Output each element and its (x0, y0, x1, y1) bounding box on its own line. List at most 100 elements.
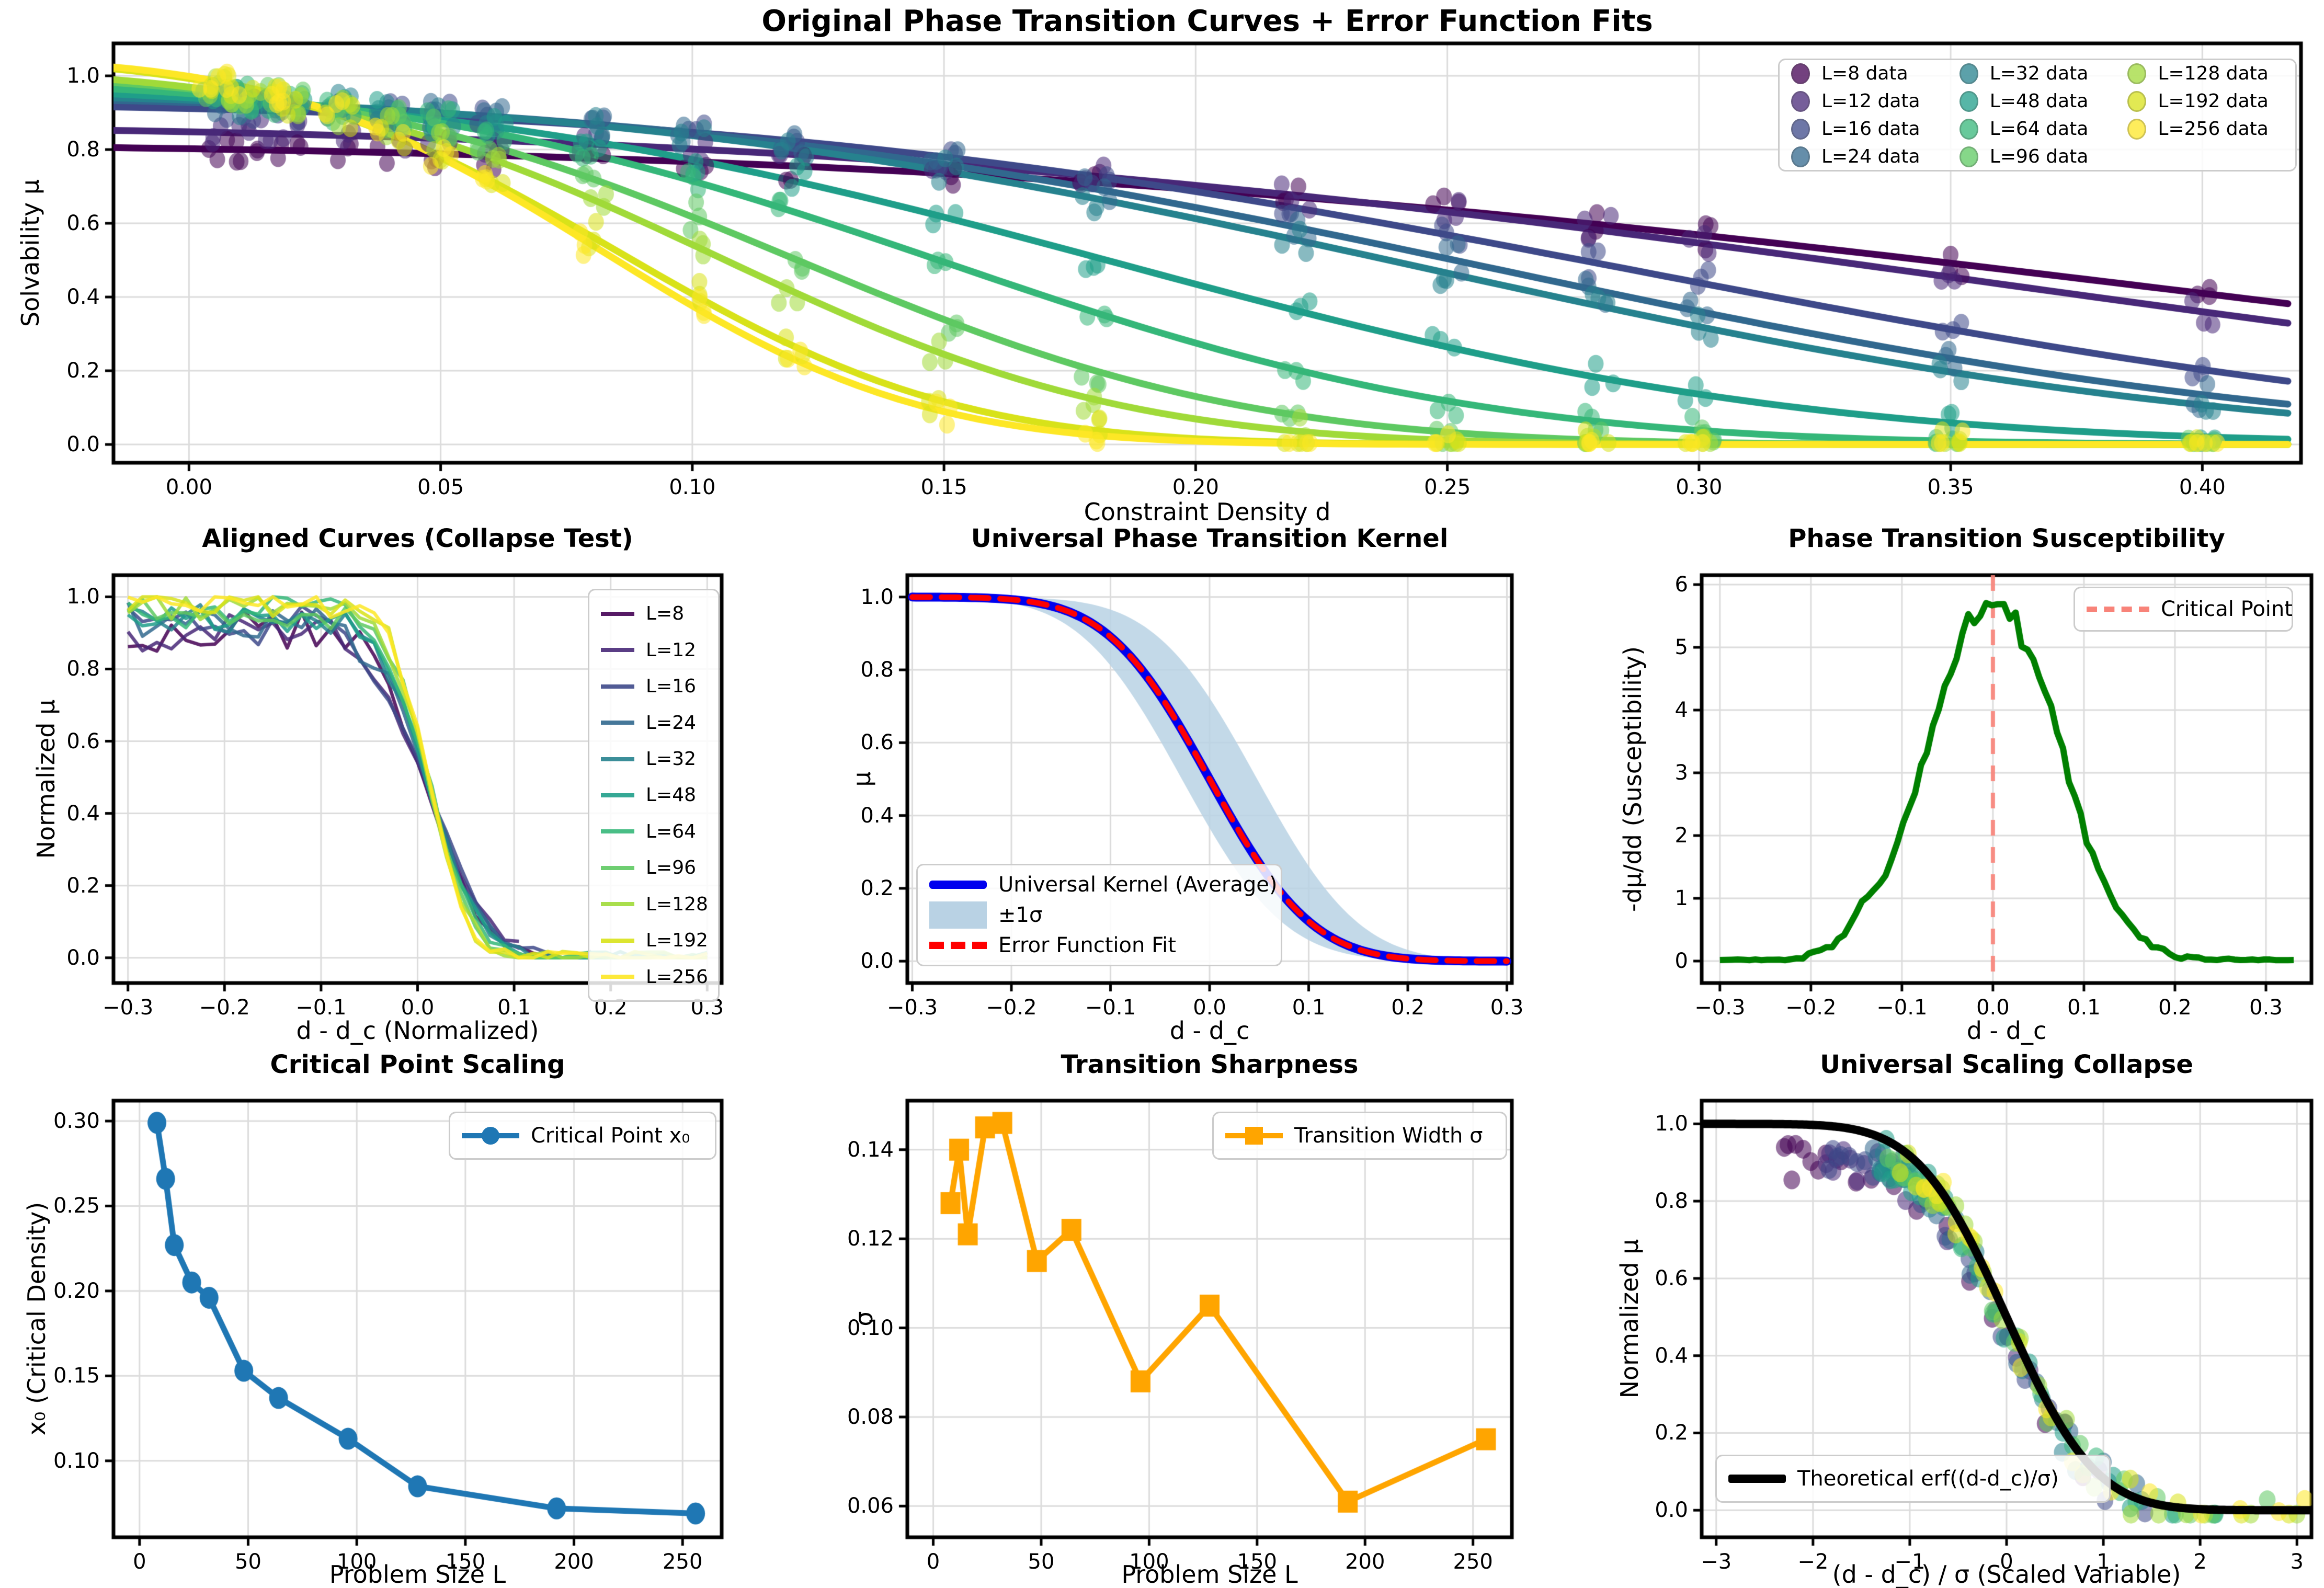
collapse-xlabel: (d - d_c) / σ (Scaled Variable) (1832, 1560, 2181, 1588)
tick-label: 0.2 (1655, 1421, 1688, 1445)
legend-item-band: ±1σ (929, 901, 1269, 929)
tick-label: 0.8 (1655, 1189, 1688, 1214)
tick-label: 0.2 (1391, 996, 1425, 1020)
tick-label: 0.6 (860, 730, 894, 755)
legend-label: L=48 (646, 784, 697, 806)
critical-point-title: Critical Point Scaling (270, 1050, 565, 1079)
tick-label: 0.0 (66, 945, 100, 970)
line-swatch (601, 938, 634, 943)
tick-label: −0.1 (295, 996, 347, 1020)
tick-label: 0.30 (53, 1109, 100, 1133)
tick-label: 0.25 (1424, 475, 1471, 499)
tick-label: 6 (1674, 573, 1688, 597)
legend-item-L16: L=16 (601, 676, 707, 697)
legend-item-L32: L=32 (601, 748, 707, 770)
tick-label: 0.3 (1490, 996, 1524, 1020)
tick-label: 0.1 (497, 996, 531, 1020)
tick-label: 0.30 (1676, 475, 1723, 499)
legend-label: ±1σ (998, 902, 1043, 927)
tick-label: 0.6 (1655, 1266, 1688, 1290)
dot-swatch (2127, 90, 2147, 112)
tick-label: 0 (2000, 1550, 2013, 1574)
tick-label: 0.8 (860, 658, 894, 682)
tick-label: 4 (1674, 698, 1688, 722)
sharpness-xlabel: Problem Size L (1121, 1560, 1298, 1588)
critical-point-xlabel: Problem Size L (329, 1560, 506, 1588)
dot-swatch (1959, 118, 1978, 140)
legend-item-L32: L=32 data (1959, 63, 2104, 84)
line-swatch (601, 611, 634, 616)
legend-item-L48: L=48 data (1959, 90, 2104, 112)
band-swatch (929, 901, 987, 929)
tick-label: −0.3 (102, 996, 154, 1020)
tick-label: 0.2 (66, 873, 100, 898)
legend-label: L=16 (646, 676, 697, 698)
tick-label: 250 (663, 1550, 703, 1574)
legend-item-L96: L=96 data (1959, 146, 2104, 167)
dot-swatch (1959, 90, 1978, 112)
dot-swatch (1791, 118, 1810, 140)
tick-label: 250 (1453, 1550, 1493, 1574)
tick-label: 0.4 (1655, 1343, 1688, 1368)
tick-label: 3 (1674, 761, 1688, 785)
tick-label: 0 (926, 1550, 940, 1574)
legend-item-L64: L=64 (601, 821, 707, 842)
legend-item-transition-width: Transition Width σ (1225, 1124, 1494, 1148)
legend-label: L=64 data (1989, 118, 2089, 140)
tick-label: 50 (235, 1550, 261, 1574)
legend-label: L=64 (646, 820, 697, 842)
legend-label: L=8 data (1821, 63, 1908, 84)
tick-label: 1.0 (66, 64, 100, 88)
tick-label: 3 (2290, 1550, 2304, 1574)
tick-label: −0.3 (886, 996, 938, 1020)
tick-label: 0.14 (847, 1137, 894, 1162)
legend-label: L=48 data (1989, 90, 2089, 112)
tick-label: −1 (1894, 1550, 1926, 1574)
dot-swatch (2127, 118, 2147, 140)
kernel-title: Universal Phase Transition Kernel (971, 524, 1449, 553)
tick-label: 50 (1028, 1550, 1055, 1574)
tick-label: 0.0 (401, 996, 435, 1020)
black-line-swatch (1728, 1475, 1786, 1483)
legend-label: L=8 (646, 603, 685, 625)
tick-label: 1.0 (66, 585, 100, 609)
aligned-title: Aligned Curves (Collapse Test) (202, 524, 633, 553)
tick-label: 0.2 (66, 359, 100, 383)
tick-label: 1.0 (1655, 1112, 1688, 1136)
legend-label: L=24 data (1821, 146, 1920, 167)
legend-label: L=12 data (1821, 90, 1920, 112)
sharpness-title: Transition Sharpness (1061, 1050, 1359, 1079)
legend-label: Transition Width σ (1294, 1124, 1483, 1148)
legend-item-L8: L=8 data (1791, 63, 1935, 84)
susceptibility-legend: Critical Point (2074, 587, 2293, 632)
tick-label: 0 (1674, 949, 1688, 973)
legend-item-L128: L=128 data (2127, 63, 2284, 84)
kernel-legend: Universal Kernel (Average) ±1σ Error Fun… (916, 864, 1282, 966)
main-legend: L=8 data L=12 data L=16 data L=24 data L=32 … (1778, 59, 2297, 172)
tick-label: 0.1 (2067, 996, 2101, 1020)
kernel-xlabel: d - d_c (1169, 1016, 1250, 1045)
legend-label: L=192 data (2158, 90, 2269, 112)
tick-label: −0.2 (986, 996, 1037, 1020)
dot-swatch (1791, 90, 1810, 112)
tick-label: 0.8 (66, 138, 100, 162)
tick-label: 0.40 (2179, 475, 2226, 499)
legend-label: L=24 (646, 712, 697, 734)
legend-item-L48: L=48 (601, 784, 707, 806)
tick-label: 0.0 (66, 432, 100, 457)
legend-item-universal-kernel: Universal Kernel (Average) (929, 873, 1278, 897)
line-swatch (601, 648, 634, 653)
dot-swatch (1791, 146, 1810, 167)
legend-label: Error Function Fit (998, 933, 1176, 957)
legend-label: L=128 (646, 893, 708, 915)
aligned-ylabel: Normalized μ (32, 699, 60, 859)
legend-label: L=12 (646, 639, 697, 661)
line-swatch (601, 757, 634, 761)
tick-label: 0.4 (66, 801, 100, 826)
tick-label: 0.1 (1292, 996, 1326, 1020)
tick-label: 0.15 (920, 475, 967, 499)
tick-label: 0.08 (847, 1404, 894, 1429)
legend-label: L=32 (646, 748, 697, 770)
tick-label: 200 (554, 1550, 594, 1574)
